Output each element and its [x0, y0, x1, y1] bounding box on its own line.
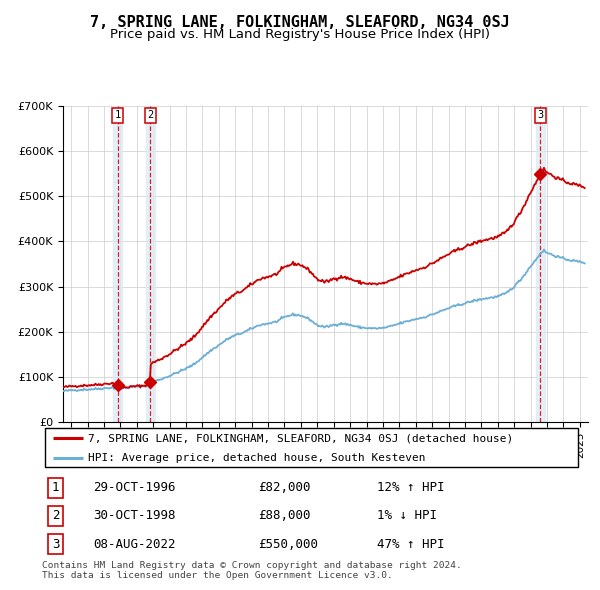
Text: 29-OCT-1996: 29-OCT-1996	[94, 481, 176, 494]
Text: 7, SPRING LANE, FOLKINGHAM, SLEAFORD, NG34 0SJ: 7, SPRING LANE, FOLKINGHAM, SLEAFORD, NG…	[90, 15, 510, 30]
Bar	[146, 106, 155, 422]
Text: 08-AUG-2022: 08-AUG-2022	[94, 538, 176, 551]
Text: 2: 2	[52, 509, 59, 522]
Text: 47% ↑ HPI: 47% ↑ HPI	[377, 538, 444, 551]
Text: 12% ↑ HPI: 12% ↑ HPI	[377, 481, 444, 494]
Text: 7, SPRING LANE, FOLKINGHAM, SLEAFORD, NG34 0SJ (detached house): 7, SPRING LANE, FOLKINGHAM, SLEAFORD, NG…	[88, 433, 513, 443]
Text: Contains HM Land Registry data © Crown copyright and database right 2024.
This d: Contains HM Land Registry data © Crown c…	[42, 560, 462, 580]
FancyBboxPatch shape	[45, 428, 578, 467]
Text: Price paid vs. HM Land Registry's House Price Index (HPI): Price paid vs. HM Land Registry's House …	[110, 28, 490, 41]
Bar	[63, 106, 78, 422]
Text: £82,000: £82,000	[258, 481, 311, 494]
Text: HPI: Average price, detached house, South Kesteven: HPI: Average price, detached house, Sout…	[88, 453, 425, 463]
Text: 1: 1	[52, 481, 59, 494]
Text: 1% ↓ HPI: 1% ↓ HPI	[377, 509, 437, 522]
Bar	[113, 106, 122, 422]
Bar	[536, 106, 545, 422]
Text: 2: 2	[148, 110, 154, 120]
Text: £550,000: £550,000	[258, 538, 318, 551]
Bar	[580, 106, 588, 422]
Text: 30-OCT-1998: 30-OCT-1998	[94, 509, 176, 522]
Text: 3: 3	[537, 110, 544, 120]
Text: £88,000: £88,000	[258, 509, 311, 522]
Text: 3: 3	[52, 538, 59, 551]
Text: 1: 1	[115, 110, 121, 120]
